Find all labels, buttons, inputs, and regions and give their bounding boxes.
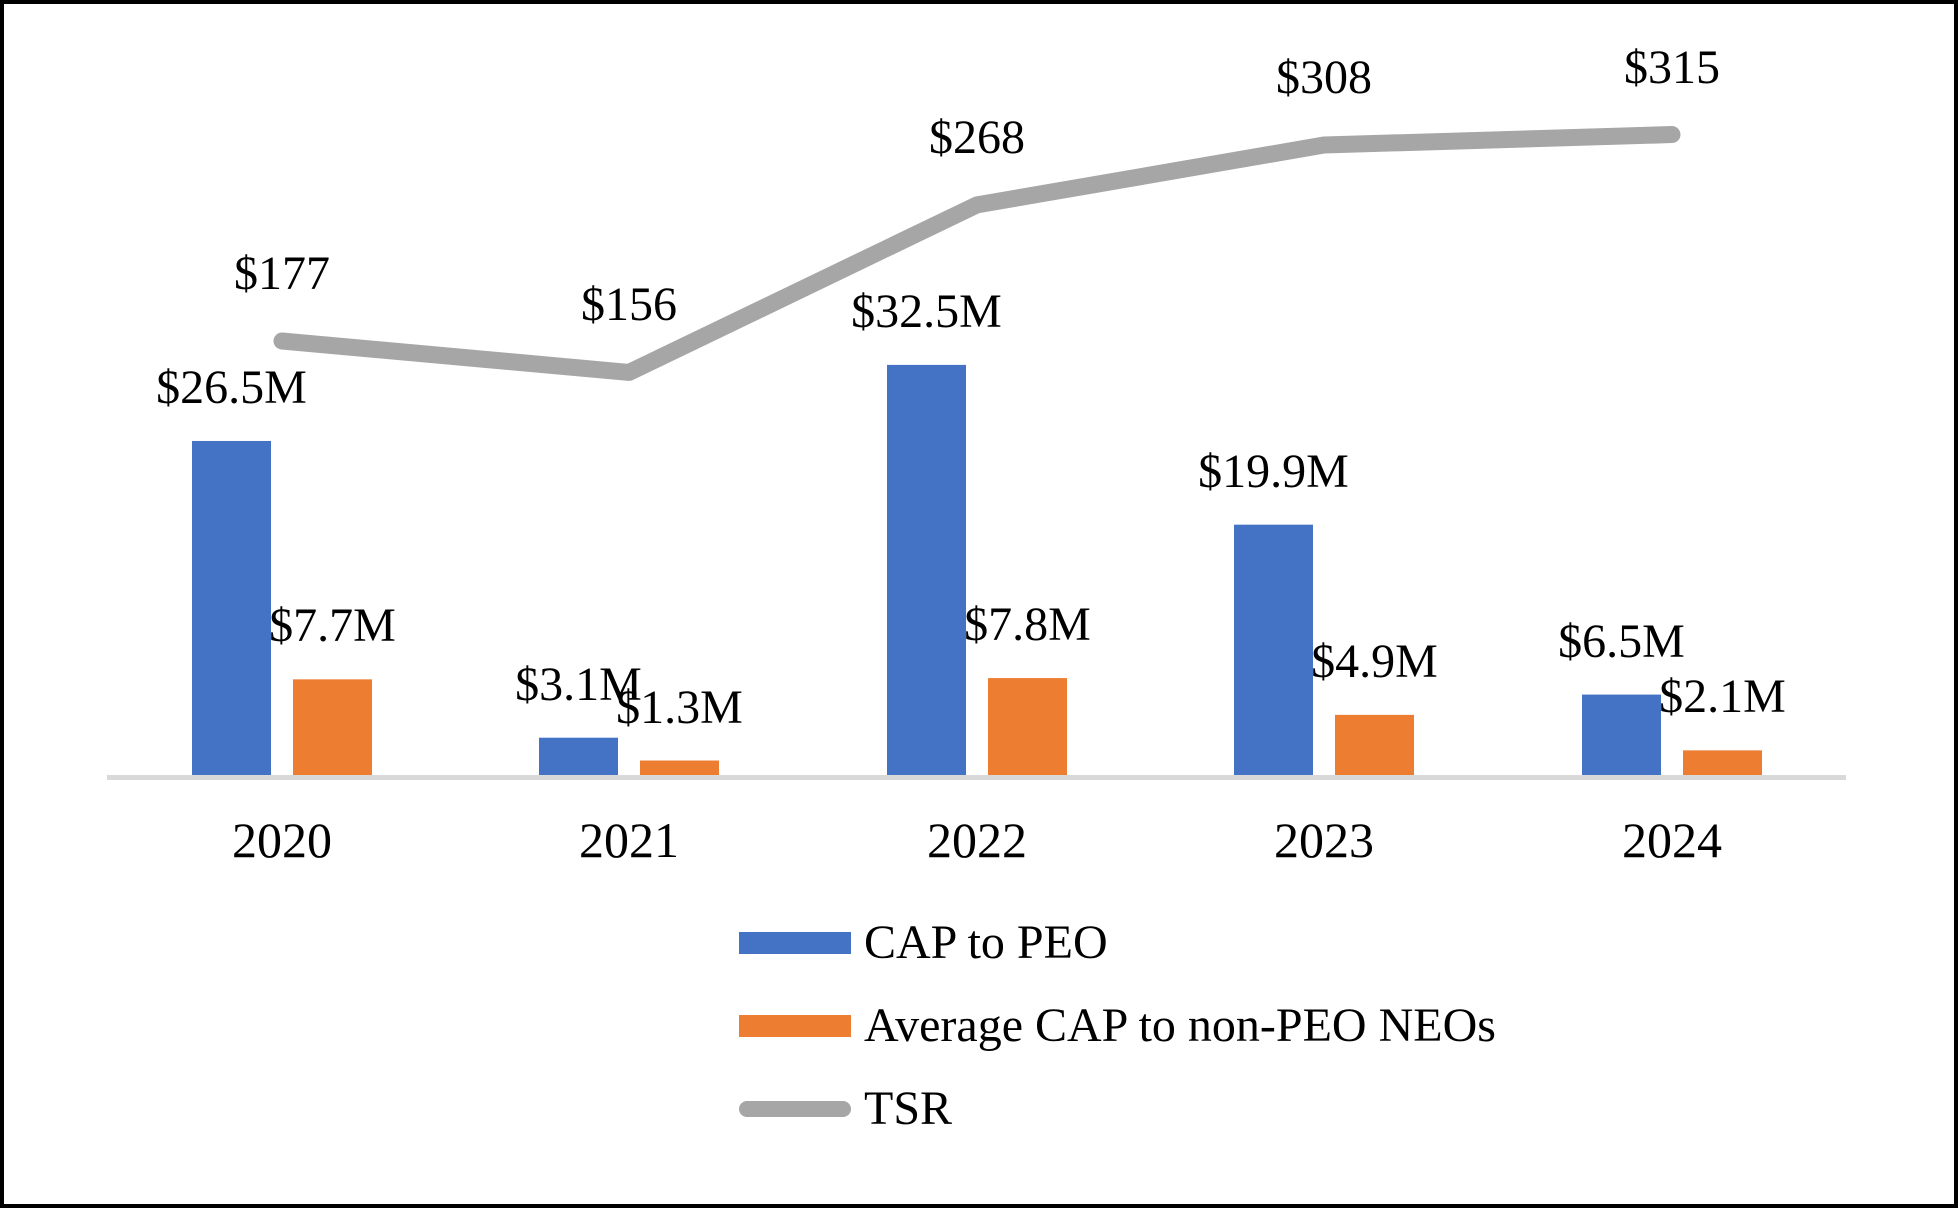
legend-item-avg-cap-non-peo: Average CAP to non-PEO NEOs bbox=[739, 999, 1496, 1052]
x-axis-label-2021: 2021 bbox=[579, 812, 679, 868]
legend-item-cap-to-peo: CAP to PEO bbox=[739, 916, 1496, 969]
bar-avg-cap-2021 bbox=[640, 760, 719, 777]
bar-value-label: $6.5M bbox=[1558, 614, 1685, 668]
bar-cap-to-peo-2024 bbox=[1582, 694, 1661, 777]
legend-label-tsr: TSR bbox=[864, 1082, 953, 1135]
bar-cap-to-peo-2021 bbox=[539, 737, 618, 777]
tsr-line bbox=[273, 126, 1681, 381]
legend: CAP to PEO Average CAP to non-PEO NEOs T… bbox=[739, 916, 1496, 1170]
x-axis-label-2020: 2020 bbox=[232, 812, 332, 868]
tsr-value-label: $268 bbox=[929, 110, 1025, 164]
x-axis-line bbox=[107, 775, 1846, 780]
legend-swatch-tsr bbox=[739, 1101, 851, 1117]
tsr-value-label: $156 bbox=[581, 278, 677, 332]
bar-value-label: $1.3M bbox=[616, 680, 743, 734]
bar-avg-cap-2023 bbox=[1335, 714, 1414, 777]
legend-swatch-avg-cap-non-peo bbox=[739, 1015, 851, 1037]
bar-value-label: $19.9M bbox=[1198, 444, 1349, 498]
legend-label-avg-cap-non-peo: Average CAP to non-PEO NEOs bbox=[864, 999, 1496, 1052]
legend-swatch-cap-to-peo bbox=[739, 932, 851, 954]
bar-avg-cap-2020 bbox=[293, 679, 372, 777]
bar-value-label: $3.1M bbox=[515, 657, 642, 711]
tsr-value-label: $308 bbox=[1276, 51, 1372, 105]
bar-avg-cap-2022 bbox=[988, 678, 1067, 777]
bar-avg-cap-2024 bbox=[1683, 750, 1762, 777]
bar-cap-to-peo-2022 bbox=[887, 364, 966, 777]
bar-value-label: $4.9M bbox=[1311, 634, 1438, 688]
bar-value-label: $2.1M bbox=[1659, 670, 1786, 724]
tsr-value-label: $315 bbox=[1624, 40, 1720, 94]
bar-cap-to-peo-2020 bbox=[192, 440, 271, 777]
tsr-value-label: $177 bbox=[234, 247, 330, 300]
legend-item-tsr: TSR bbox=[739, 1082, 1496, 1135]
bar-value-label: $7.7M bbox=[269, 599, 396, 653]
x-axis-label-2024: 2024 bbox=[1622, 812, 1722, 868]
legend-label-cap-to-peo: CAP to PEO bbox=[864, 916, 1108, 969]
x-axis-label-2022: 2022 bbox=[927, 812, 1027, 868]
chart-plot bbox=[192, 126, 1762, 777]
bar-value-label: $7.8M bbox=[964, 598, 1091, 652]
x-axis-label-2023: 2023 bbox=[1274, 812, 1374, 868]
bar-value-label: $26.5M bbox=[156, 360, 307, 414]
bar-cap-to-peo-2023 bbox=[1234, 524, 1313, 777]
bar-value-label: $32.5M bbox=[851, 284, 1002, 338]
